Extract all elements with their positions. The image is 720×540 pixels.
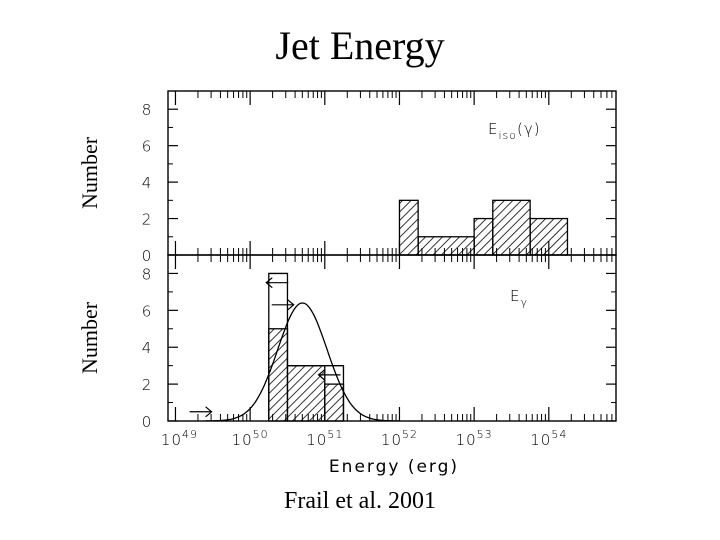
top-bar-3 [492,199,531,256]
top-bar-0 [398,199,419,256]
caption: Frail et al. 2001 [284,488,436,514]
top-bar-1 [417,236,475,256]
bottom-limit-arrow-1 [265,277,289,289]
bottom-panel-frame [167,254,617,422]
xtick-label-2: 1051 [306,428,343,449]
bottom-ytick-label-2: 2 [142,376,153,394]
xtick-label-4: 1053 [456,428,493,449]
bottom-bar-2 [324,383,345,422]
top-panel-label: Eiso(γ) [488,120,541,142]
x-axis-title: Energy (erg) [329,457,459,477]
bottom-ytick-label-0: 0 [142,413,153,431]
xtick-label-3: 1052 [381,428,418,449]
bottom-limit-arrow-2 [271,299,295,311]
bottom-ytick-label-8: 8 [142,265,153,283]
slide-title: Jet Energy [275,23,445,68]
bottom-limit-arrow-0 [189,406,213,418]
bottom-gaussian-fit [205,302,400,422]
top-ytick-label-0: 0 [142,247,153,265]
xtick-label-0: 1049 [161,428,198,449]
bottom-ytick-label-4: 4 [142,339,153,357]
bottom-bar-0 [268,328,289,422]
bottom-ytick-label-6: 6 [142,302,153,320]
top-ytick-label-6: 6 [142,138,153,156]
top-bar-2 [473,217,494,256]
xtick-label-5: 1054 [530,428,567,449]
top-ytick-label-4: 4 [142,174,153,192]
bottom-panel-label: Eγ [510,287,528,309]
top-ytick-label-2: 2 [142,211,153,229]
bottom-upper-limit-steps [268,272,345,421]
xtick-label-1: 1050 [232,428,269,449]
bottom-limit-arrow-3 [317,369,341,381]
top-ytick-label-8: 8 [142,101,153,119]
bottom-ylabel: Number [77,301,102,374]
top-ylabel: Number [77,136,102,209]
